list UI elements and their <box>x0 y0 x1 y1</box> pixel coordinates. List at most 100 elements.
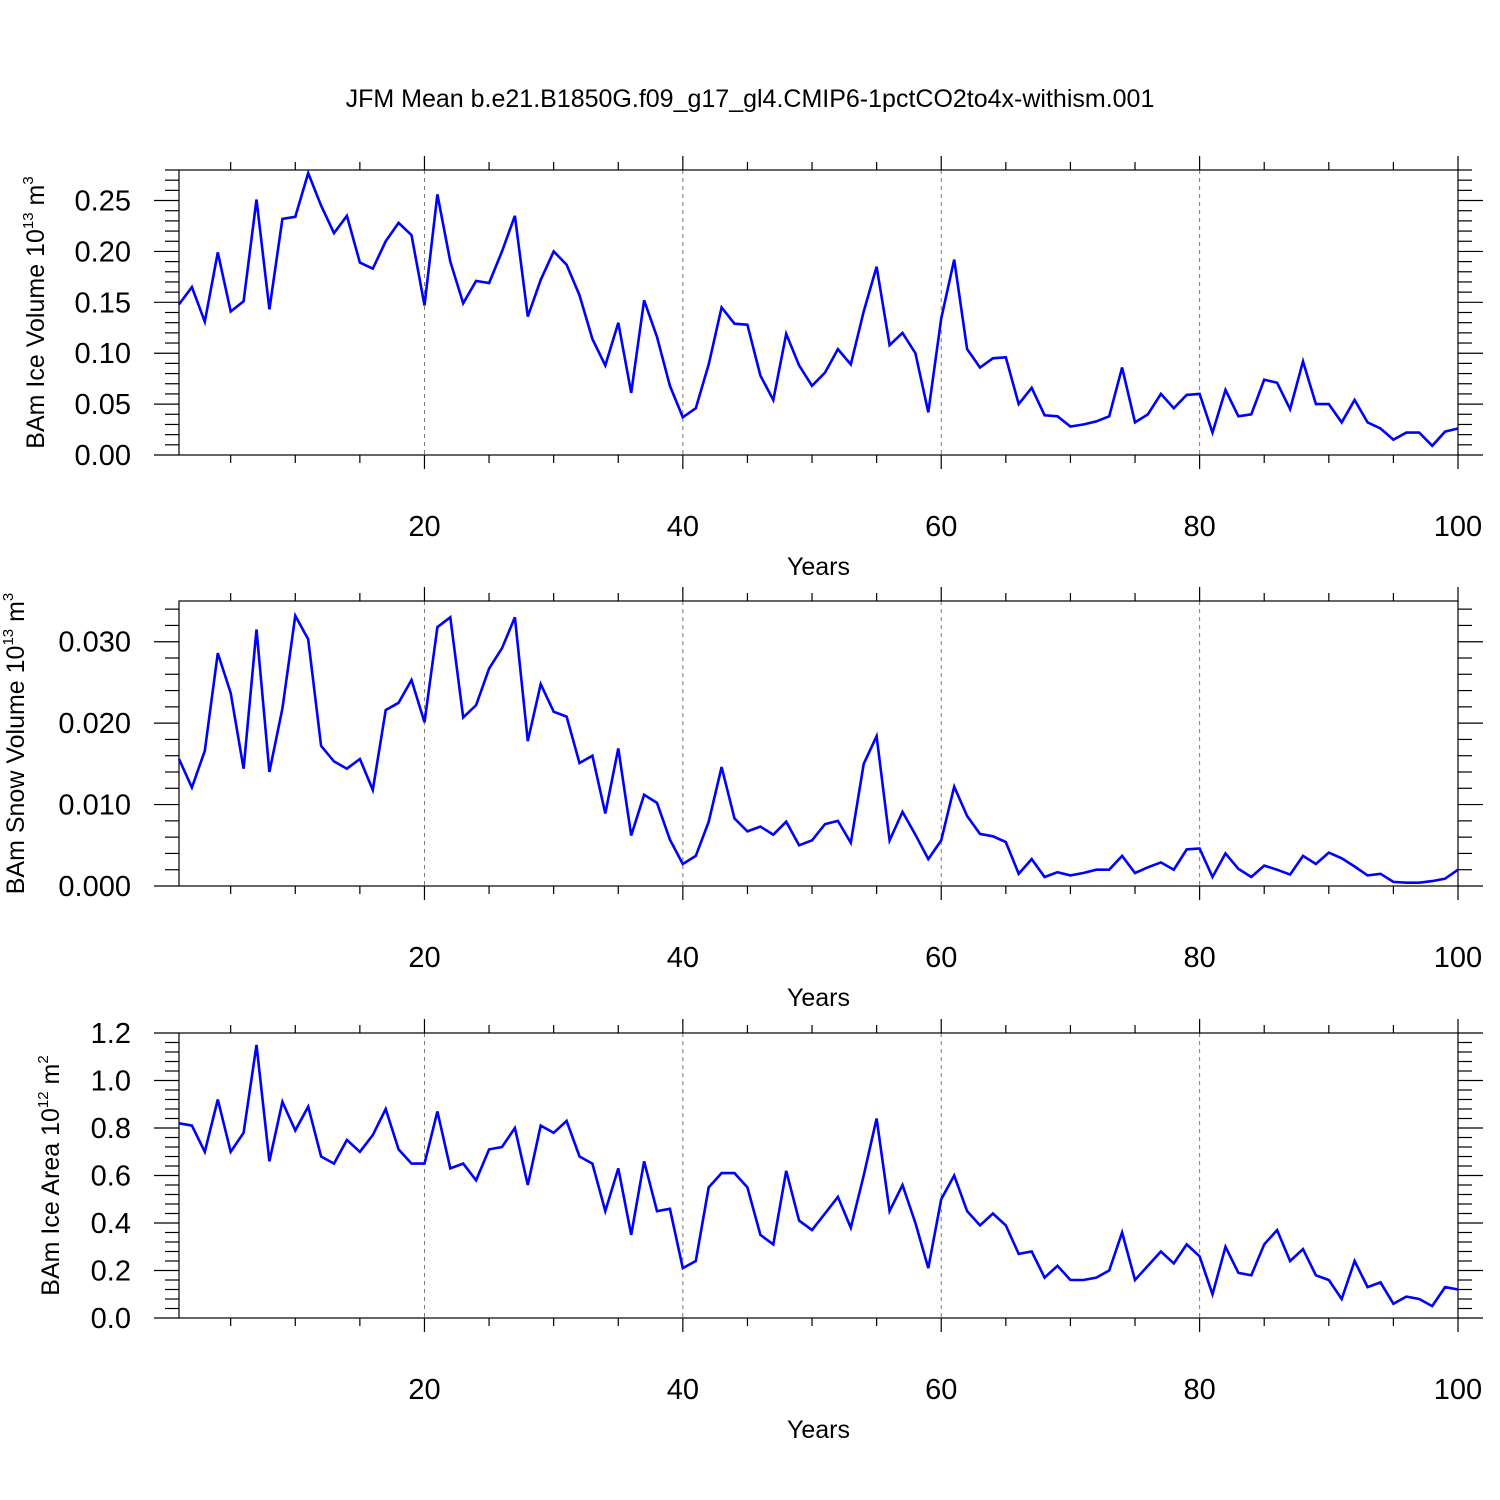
x-tick-label: 100 <box>1434 511 1482 543</box>
data-point <box>643 299 645 301</box>
x-axis-title: Years <box>787 984 850 1012</box>
x-tick-label: 80 <box>1183 1374 1215 1406</box>
data-point <box>1379 873 1381 875</box>
panel-ice-area: 20 40 60 80 100 Years 0.0 0.2 0.4 0.6 0.8 1.0 1.2 BAm… <box>35 1018 1483 1444</box>
data-point <box>656 802 658 804</box>
y-tick-label: 0.020 <box>58 708 131 740</box>
data-point <box>1263 1243 1265 1245</box>
data-point <box>565 1120 567 1122</box>
data-point <box>204 320 206 322</box>
data-point <box>242 768 244 770</box>
y-tick-label: 1.0 <box>91 1066 131 1098</box>
data-point <box>759 1234 761 1236</box>
data-point <box>656 1210 658 1212</box>
x-tick-label: 60 <box>925 1374 957 1406</box>
y-tick-label: 0.6 <box>91 1161 131 1193</box>
data-point <box>604 364 606 366</box>
data-point <box>527 1184 529 1186</box>
data-point <box>837 820 839 822</box>
data-point <box>242 1132 244 1134</box>
data-point <box>695 855 697 857</box>
data-point <box>811 839 813 841</box>
data-point <box>733 322 735 324</box>
data-point <box>798 844 800 846</box>
data-point <box>1315 403 1317 405</box>
data-point <box>1328 851 1330 853</box>
data-point <box>281 218 283 220</box>
data-point <box>863 763 865 765</box>
data-point <box>1379 1281 1381 1283</box>
data-point <box>333 760 335 762</box>
data-point <box>540 279 542 281</box>
data-point <box>1392 1303 1394 1305</box>
data-point <box>1211 876 1213 878</box>
data-point <box>824 1212 826 1214</box>
data-point <box>1160 393 1162 395</box>
data-point <box>255 198 257 200</box>
data-point <box>1353 1260 1355 1262</box>
data-point <box>475 1179 477 1181</box>
data-point <box>901 1184 903 1186</box>
data-point <box>578 294 580 296</box>
x-tick-label: 40 <box>667 942 699 974</box>
data-point <box>488 667 490 669</box>
data-point <box>475 704 477 706</box>
data-point <box>1289 408 1291 410</box>
data-point <box>1392 881 1394 883</box>
data-point <box>1095 869 1097 871</box>
y-axis-title: BAm Ice Volume 1013 m3 <box>20 176 50 448</box>
data-point <box>501 1146 503 1148</box>
x-tick-label: 20 <box>408 942 440 974</box>
data-point <box>850 363 852 365</box>
data-point <box>268 1160 270 1162</box>
data-point <box>617 747 619 749</box>
data-point <box>397 1148 399 1150</box>
y-tick-label: 0.10 <box>75 338 131 370</box>
x-tick-label: 20 <box>408 1374 440 1406</box>
data-point <box>630 1234 632 1236</box>
data-point <box>1366 874 1368 876</box>
data-point <box>720 1172 722 1174</box>
data-point <box>656 336 658 338</box>
data-point <box>617 1167 619 1169</box>
data-point <box>488 1148 490 1150</box>
data-point <box>966 815 968 817</box>
data-point <box>875 735 877 737</box>
data-point <box>1005 841 1007 843</box>
data-point <box>1018 403 1020 405</box>
data-point <box>1418 882 1420 884</box>
data-point <box>436 1110 438 1112</box>
data-point <box>850 1227 852 1229</box>
data-point <box>1185 394 1187 396</box>
data-point <box>281 707 283 709</box>
data-point <box>1341 1298 1343 1300</box>
data-point <box>333 1162 335 1164</box>
data-point <box>914 834 916 836</box>
data-point <box>1302 855 1304 857</box>
data-point <box>1108 869 1110 871</box>
data-point <box>372 268 374 270</box>
data-point <box>746 830 748 832</box>
data-point <box>591 338 593 340</box>
data-point <box>294 1129 296 1131</box>
y-axis-title: BAm Ice Area 1012 m2 <box>35 1055 65 1295</box>
data-point <box>565 263 567 265</box>
data-point <box>423 1162 425 1164</box>
data-point <box>1302 1248 1304 1250</box>
data-point <box>307 172 309 174</box>
data-point <box>436 626 438 628</box>
data-point <box>1237 868 1239 870</box>
x-tick-label: 100 <box>1434 1374 1482 1406</box>
data-point <box>1160 861 1162 863</box>
data-point <box>785 820 787 822</box>
data-point <box>617 321 619 323</box>
y-tick-label: 0.000 <box>58 871 131 903</box>
x-tick-label: 20 <box>408 511 440 543</box>
data-point <box>733 817 735 819</box>
series-line <box>177 611 1459 885</box>
data-point <box>320 204 322 206</box>
data-point <box>1108 1269 1110 1271</box>
data-point <box>1405 1295 1407 1297</box>
data-point <box>475 280 477 282</box>
data-point <box>1366 421 1368 423</box>
